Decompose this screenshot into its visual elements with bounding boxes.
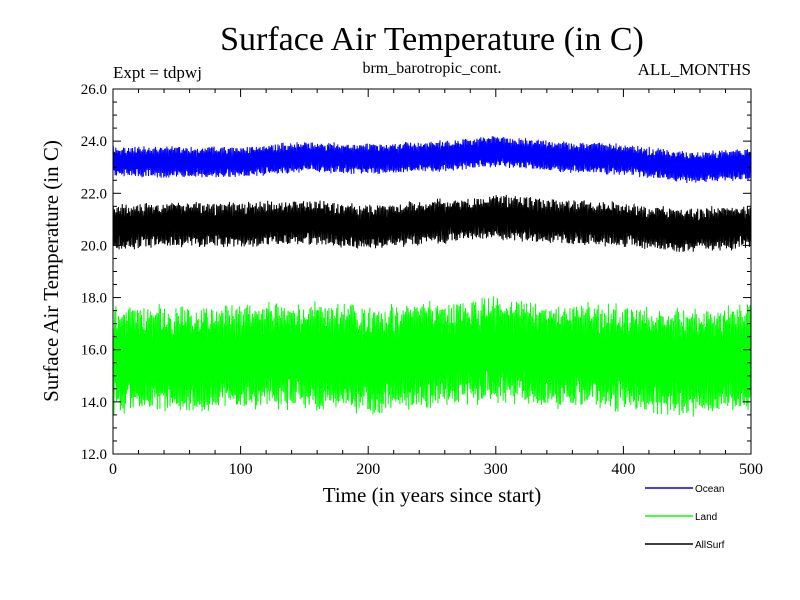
- axis-layer: 0 100 200 300 400 500 12.0 14.0 16.0 18.0 20.0 22.0…: [81, 82, 763, 478]
- y-tick-label: 18.0: [81, 291, 107, 307]
- x-tick-label: 400: [611, 461, 635, 478]
- series-line-allsurf: [112, 194, 752, 252]
- months-label: ALL_MONTHS: [638, 60, 751, 79]
- y-tick-label: 22.0: [81, 186, 107, 202]
- x-tick-label: 500: [739, 461, 763, 478]
- x-tick-label: 100: [229, 461, 253, 478]
- y-tick-label: 16.0: [81, 343, 107, 359]
- experiment-label: Expt = tdpwj: [113, 63, 202, 82]
- y-tick-label: 14.0: [81, 395, 107, 411]
- x-axis-label: Time (in years since start): [323, 483, 542, 507]
- x-tick-label: 200: [356, 461, 380, 478]
- series-line-land: [112, 296, 752, 417]
- chart-title: Surface Air Temperature (in C): [220, 21, 644, 58]
- legend-label-ocean: Ocean: [695, 484, 724, 495]
- y-tick-label: 12.0: [81, 447, 107, 463]
- legend-label-allsurf: AllSurf: [695, 540, 725, 551]
- y-tick-label: 26.0: [81, 82, 107, 98]
- run-name-label: brm_barotropic_cont.: [362, 60, 501, 77]
- legend: Ocean Land AllSurf: [645, 484, 725, 551]
- x-tick-label: 0: [109, 461, 117, 478]
- series-line-ocean: [112, 136, 752, 183]
- x-tick-label: 300: [484, 461, 508, 478]
- y-tick-label: 24.0: [81, 134, 107, 150]
- y-tick-label: 20.0: [81, 238, 107, 254]
- legend-label-land: Land: [695, 512, 717, 523]
- series-layer: [112, 136, 752, 417]
- y-axis-label: Surface Air Temperature (in C): [39, 140, 63, 402]
